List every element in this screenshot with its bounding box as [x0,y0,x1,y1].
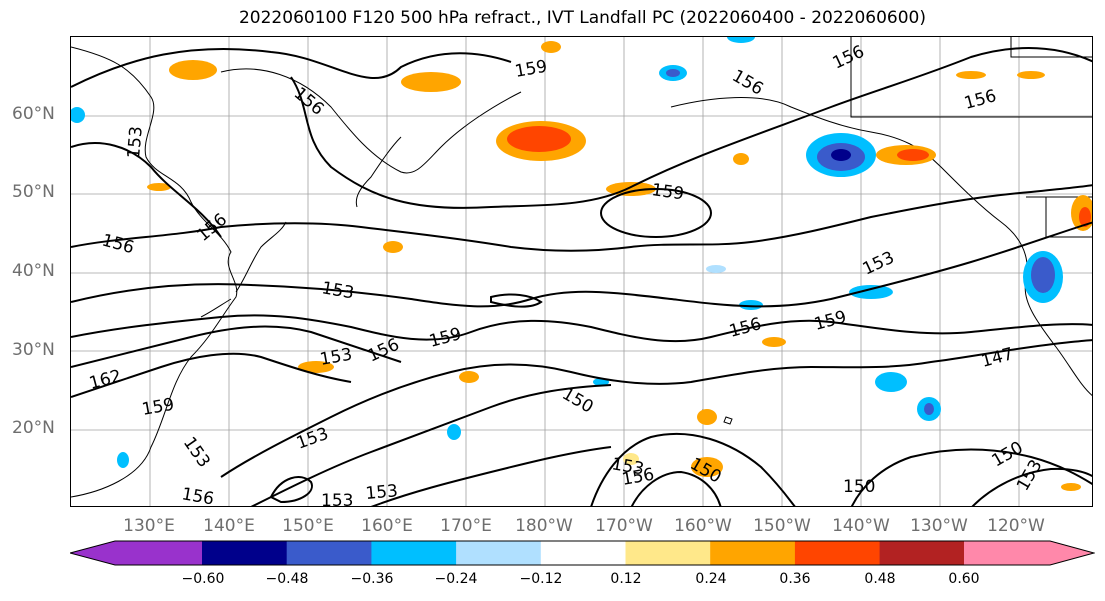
lat-label-40n: 40°N [12,261,55,281]
contour-label: 153 [321,491,353,507]
lon-label-120w: 120°W [987,516,1045,536]
contour-label: 153 [365,481,399,504]
contour-label: 156 [193,210,231,246]
colorbar-tick-label: 0.24 [695,571,727,587]
lat-label-50n: 50°N [12,182,55,202]
contour-label: 156 [727,314,764,342]
lon-label-180w: 180°W [515,516,573,536]
contour-label: 147 [979,344,1016,372]
contour-label: 156 [100,231,137,259]
lat-label-20n: 20°N [12,418,55,438]
lon-label-160e: 160°E [361,516,413,536]
lat-label-30n: 30°N [12,340,55,360]
contour-label: 159 [812,307,849,335]
lon-label-150w: 150°W [753,516,811,536]
colorbar-segment [286,541,372,565]
contour-label: 159 [140,395,175,420]
lon-label-170w: 170°W [595,516,653,536]
contour-label: 156 [180,484,215,507]
colorbar-segment [879,541,965,565]
lon-label-140w: 140°W [832,516,890,536]
colorbar-tick-label: 0.36 [779,571,811,587]
colorbar-tick-label: −0.60 [181,571,225,587]
shading-positive [147,41,1092,491]
colorbar-segment [70,541,202,565]
contour-label: 159 [427,324,464,352]
lon-label-150e: 150°E [282,516,334,536]
lat-label-60n: 60°N [12,104,55,124]
coastlines [71,37,1092,498]
contour-label: 159 [650,180,685,204]
shading-negative [71,37,1063,468]
colorbar-tick-label: −0.48 [265,571,309,587]
colorbar-tick-label: 0.60 [948,571,980,587]
colorbar-segment [964,541,1094,565]
contour-labels: 156 159 156 156 153 156 156 159 159 153 … [87,42,1047,507]
colorbar-segment [794,541,881,565]
graticule [71,37,1092,506]
colorbar-tick-label: 0.48 [864,571,896,587]
contour-label: 156 [729,66,767,100]
lon-label-130w: 130°W [910,516,968,536]
map-panel: 156 159 156 156 153 156 156 159 159 153 … [70,36,1093,507]
colorbar-segment [710,541,796,565]
contour-label: 156 [620,465,655,490]
map-canvas: 156 159 156 156 153 156 156 159 159 153 … [71,37,1092,507]
contour-label: 162 [87,366,124,394]
contours [71,46,1092,506]
contour-label: 156 [962,86,999,114]
colorbar-tick-label: −0.24 [434,571,478,587]
contour-label: 150 [843,477,875,497]
colorbar-segments [70,541,1094,565]
contour-label: 153 [320,278,355,303]
contour-label: 156 [290,84,328,120]
contour-label: 153 [179,433,214,471]
colorbar-tick-label: −0.36 [350,571,394,587]
colorbar-segment [202,541,288,565]
contour-label: 153 [318,345,353,370]
contour-label: 159 [513,57,548,82]
colorbar-segment [540,541,626,565]
colorbar-segment [371,541,457,565]
contour-label: 153 [860,248,898,280]
map-title: 2022060100 F120 500 hPa refract., IVT La… [238,8,926,28]
colorbar-segment [456,541,542,565]
contour-label: 153 [1013,456,1047,494]
contour-label: 156 [365,335,403,367]
contour-label: 153 [124,125,147,159]
colorbar [70,540,1095,566]
colorbar-tick-label: 0.12 [610,571,642,587]
contour-label: 150 [989,438,1027,472]
lon-label-130e: 130°E [123,516,175,536]
lon-label-160w: 160°W [674,516,732,536]
lon-label-170e: 170°E [440,516,492,536]
colorbar-segment [625,541,711,565]
contour-label: 156 [830,42,868,74]
contour-label: 153 [294,424,331,454]
lon-label-140e: 140°E [203,516,255,536]
colorbar-tick-label: −0.12 [519,571,563,587]
